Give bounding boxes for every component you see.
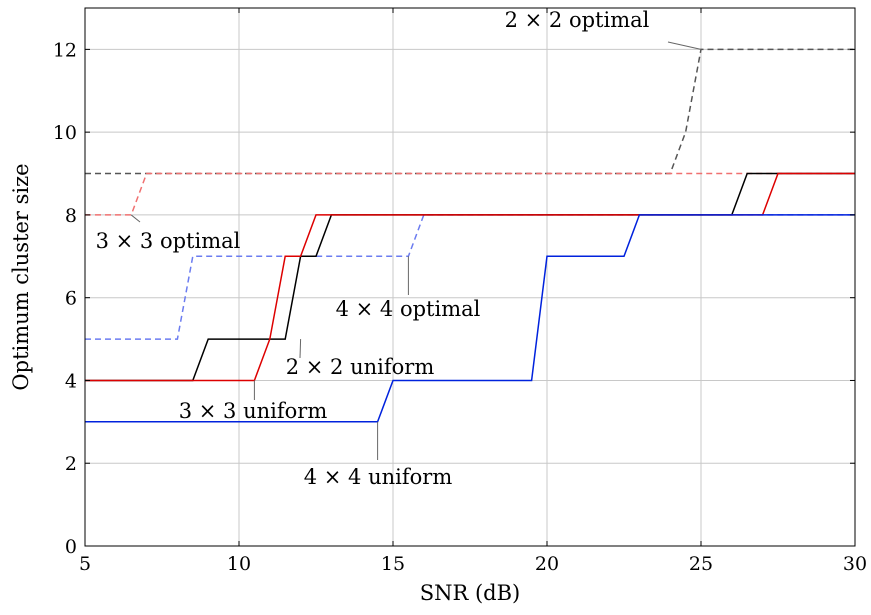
series-line bbox=[85, 172, 855, 382]
y-axis-label: Optimum cluster size bbox=[9, 163, 33, 390]
y-tick-label: 6 bbox=[65, 288, 77, 310]
x-tick-label: 15 bbox=[381, 553, 405, 575]
annotation-label: 2 × 2 uniform bbox=[286, 355, 435, 379]
grid bbox=[84, 8, 856, 547]
x-tick-label: 25 bbox=[689, 553, 713, 575]
y-tick-label: 4 bbox=[65, 370, 77, 392]
annotation-label: 4 × 4 optimal bbox=[336, 297, 481, 321]
annotation-label: 4 × 4 uniform bbox=[304, 465, 453, 489]
x-tick-label: 30 bbox=[843, 553, 867, 575]
leader-line bbox=[299, 339, 302, 359]
x-tick-label: 10 bbox=[227, 553, 251, 575]
axis-ticks: 5 10 15 20 25 30 0 2 4 6 8 10 12 bbox=[53, 8, 867, 575]
annotation-label: 3 × 3 uniform bbox=[179, 399, 328, 423]
plot-frame bbox=[84, 7, 856, 547]
y-tick-label: 12 bbox=[53, 39, 77, 61]
leader-line bbox=[667, 41, 702, 50]
series-line bbox=[85, 172, 855, 216]
annotation-label: 2 × 2 optimal bbox=[505, 8, 650, 32]
series-line bbox=[85, 48, 855, 175]
y-tick-label: 10 bbox=[53, 122, 77, 144]
series-line bbox=[85, 172, 855, 382]
y-tick-label: 0 bbox=[65, 536, 77, 558]
x-axis-label: SNR (dB) bbox=[420, 581, 521, 605]
leader-line bbox=[130, 214, 141, 223]
series-lines bbox=[85, 48, 855, 423]
series-line bbox=[85, 214, 855, 423]
annotations: 2 × 2 optimal 3 × 3 optimal 4 × 4 optimal 2… bbox=[96, 8, 702, 489]
y-tick-label: 8 bbox=[65, 205, 77, 227]
y-tick-label: 2 bbox=[65, 453, 77, 475]
annotation-label: 3 × 3 optimal bbox=[96, 229, 241, 253]
x-tick-label: 20 bbox=[535, 553, 559, 575]
x-tick-label: 5 bbox=[79, 553, 91, 575]
